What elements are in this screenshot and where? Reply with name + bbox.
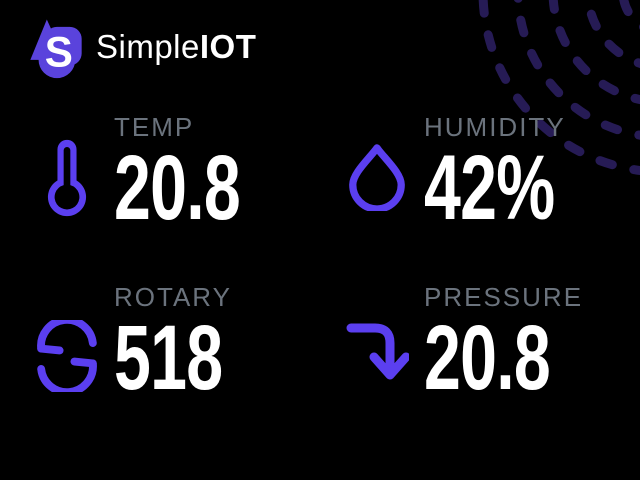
metric-value-pressure: 20.8 [424, 307, 551, 410]
metric-label-temp: TEMP [114, 112, 195, 142]
brand-title-regular: Simple [96, 28, 200, 65]
metric-value-temp: 20.8 [114, 137, 241, 240]
metric-value-humidity: 42% [424, 137, 555, 240]
brand-title-bold: IOT [199, 28, 257, 65]
metric-label-pressure: PRESSURE [424, 282, 584, 312]
water-drop-icon [330, 143, 424, 230]
simpleiot-logo-icon: S [30, 19, 82, 79]
rotate-sync-icon [20, 319, 114, 400]
logo-letter: S [45, 28, 73, 75]
metric-label-humidity: HUMIDITY [424, 112, 566, 142]
brand-title: SimpleIOT [96, 28, 257, 65]
metric-humidity: HUMIDITY 42% [330, 112, 605, 240]
metric-temp: TEMP 20.8 [20, 112, 289, 240]
thermometer-icon [20, 136, 114, 230]
metric-pressure: PRESSURE 20.8 [330, 282, 599, 410]
metric-label-rotary: ROTARY [114, 282, 232, 312]
metric-rotary: ROTARY 518 [20, 282, 265, 410]
arrow-corner-down-icon [330, 319, 424, 400]
metric-value-rotary: 518 [114, 307, 223, 410]
